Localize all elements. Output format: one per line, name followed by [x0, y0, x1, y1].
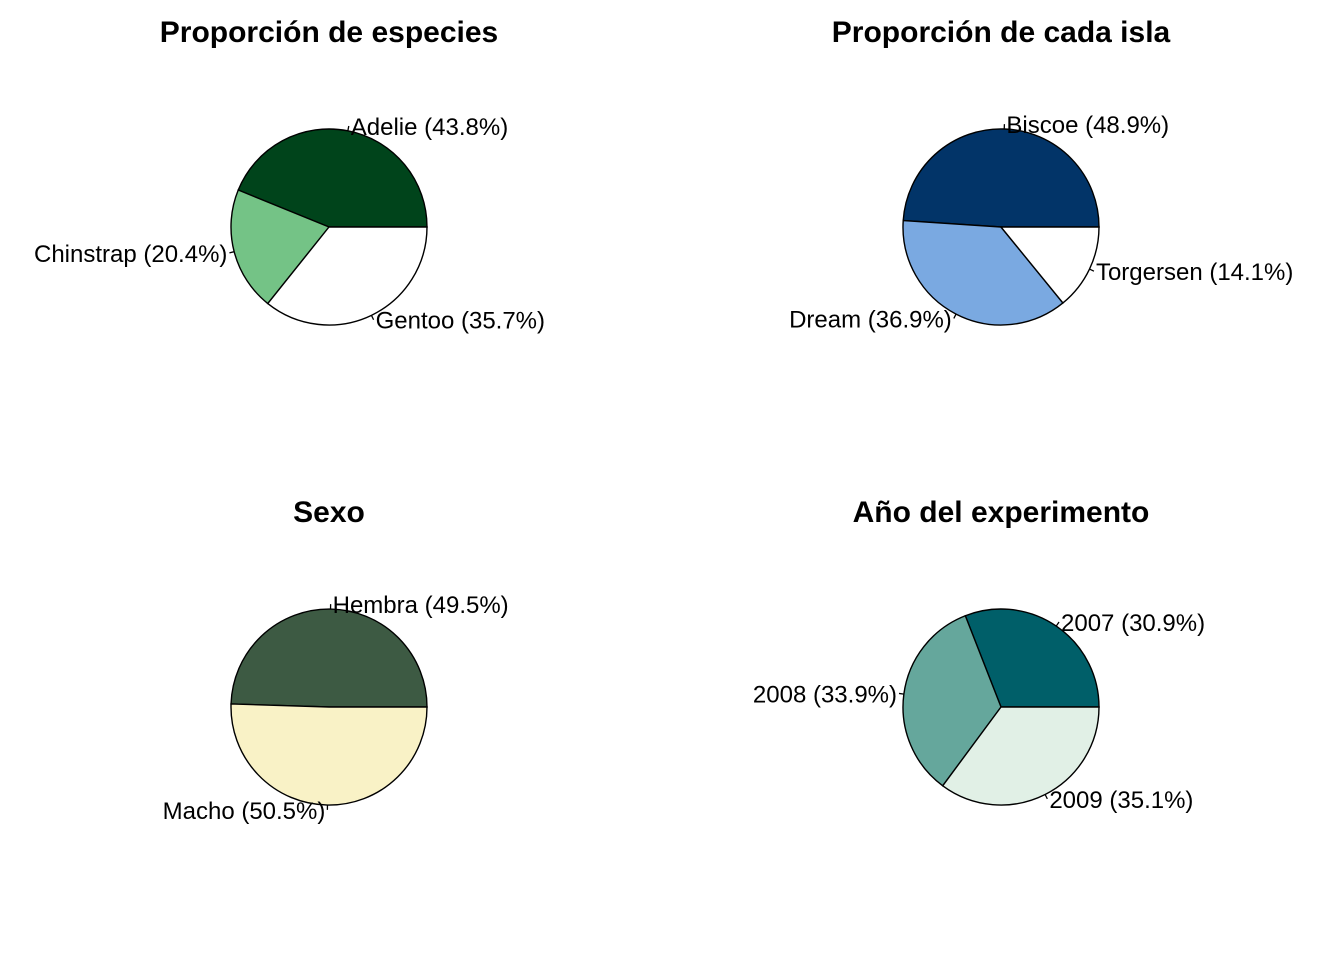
- pie-chart-sex: Sexo Hembra (49.5%) Macho (50.5%): [163, 496, 509, 825]
- pie-slice-2008: [902, 614, 1002, 787]
- pie-slice-2009: [941, 706, 1100, 806]
- pie-chart-year: Año del experimento 2007 (30.9%) 2008 (33…: [753, 496, 1205, 814]
- slice-label-gentoo: Gentoo (35.7%): [376, 308, 545, 335]
- pie-chart-island: Proporción de cada isla Biscoe (48.9%) Dr…: [789, 16, 1293, 333]
- leader-line-dream: [953, 313, 957, 319]
- pie-slice-gentoo: [266, 226, 428, 326]
- chart-title-island: Proporción de cada isla: [832, 16, 1171, 49]
- slice-label-2008: 2008 (33.9%): [753, 681, 897, 708]
- slice-label-hembra: Hembra (49.5%): [333, 592, 509, 619]
- slice-label-2009: 2009 (35.1%): [1049, 787, 1193, 814]
- slice-label-2007: 2007 (30.9%): [1061, 610, 1205, 637]
- slice-label-biscoe: Biscoe (48.9%): [1006, 112, 1169, 139]
- leader-line-chinstrap: [229, 251, 235, 254]
- slice-label-chinstrap: Chinstrap (20.4%): [34, 241, 227, 268]
- pie-slice-torgersen: [999, 226, 1100, 304]
- leader-line-gentoo: [370, 315, 375, 321]
- leader-line-2009: [1044, 794, 1048, 800]
- chart-title-year: Año del experimento: [853, 496, 1150, 529]
- slice-label-adelie: Adelie (43.8%): [351, 114, 508, 141]
- chart-title-sex: Sexo: [293, 496, 365, 529]
- pie-chart-species: Proporción de especies Adelie (43.8%) Chi…: [34, 16, 545, 335]
- slice-label-macho: Macho (50.5%): [163, 798, 326, 825]
- pie-slice-adelie: [237, 128, 428, 228]
- leader-line-2008: [898, 692, 904, 695]
- leader-line-adelie: [347, 125, 350, 131]
- slice-label-dream: Dream (36.9%): [789, 306, 952, 333]
- chart-title-species: Proporción de especies: [160, 16, 498, 49]
- leader-line-torgersen: [1089, 268, 1095, 272]
- pie-slice-hembra: [230, 608, 428, 708]
- leader-line-2007: [1055, 621, 1060, 627]
- pie-slice-biscoe: [902, 128, 1100, 228]
- slice-label-torgersen: Torgersen (14.1%): [1096, 259, 1293, 286]
